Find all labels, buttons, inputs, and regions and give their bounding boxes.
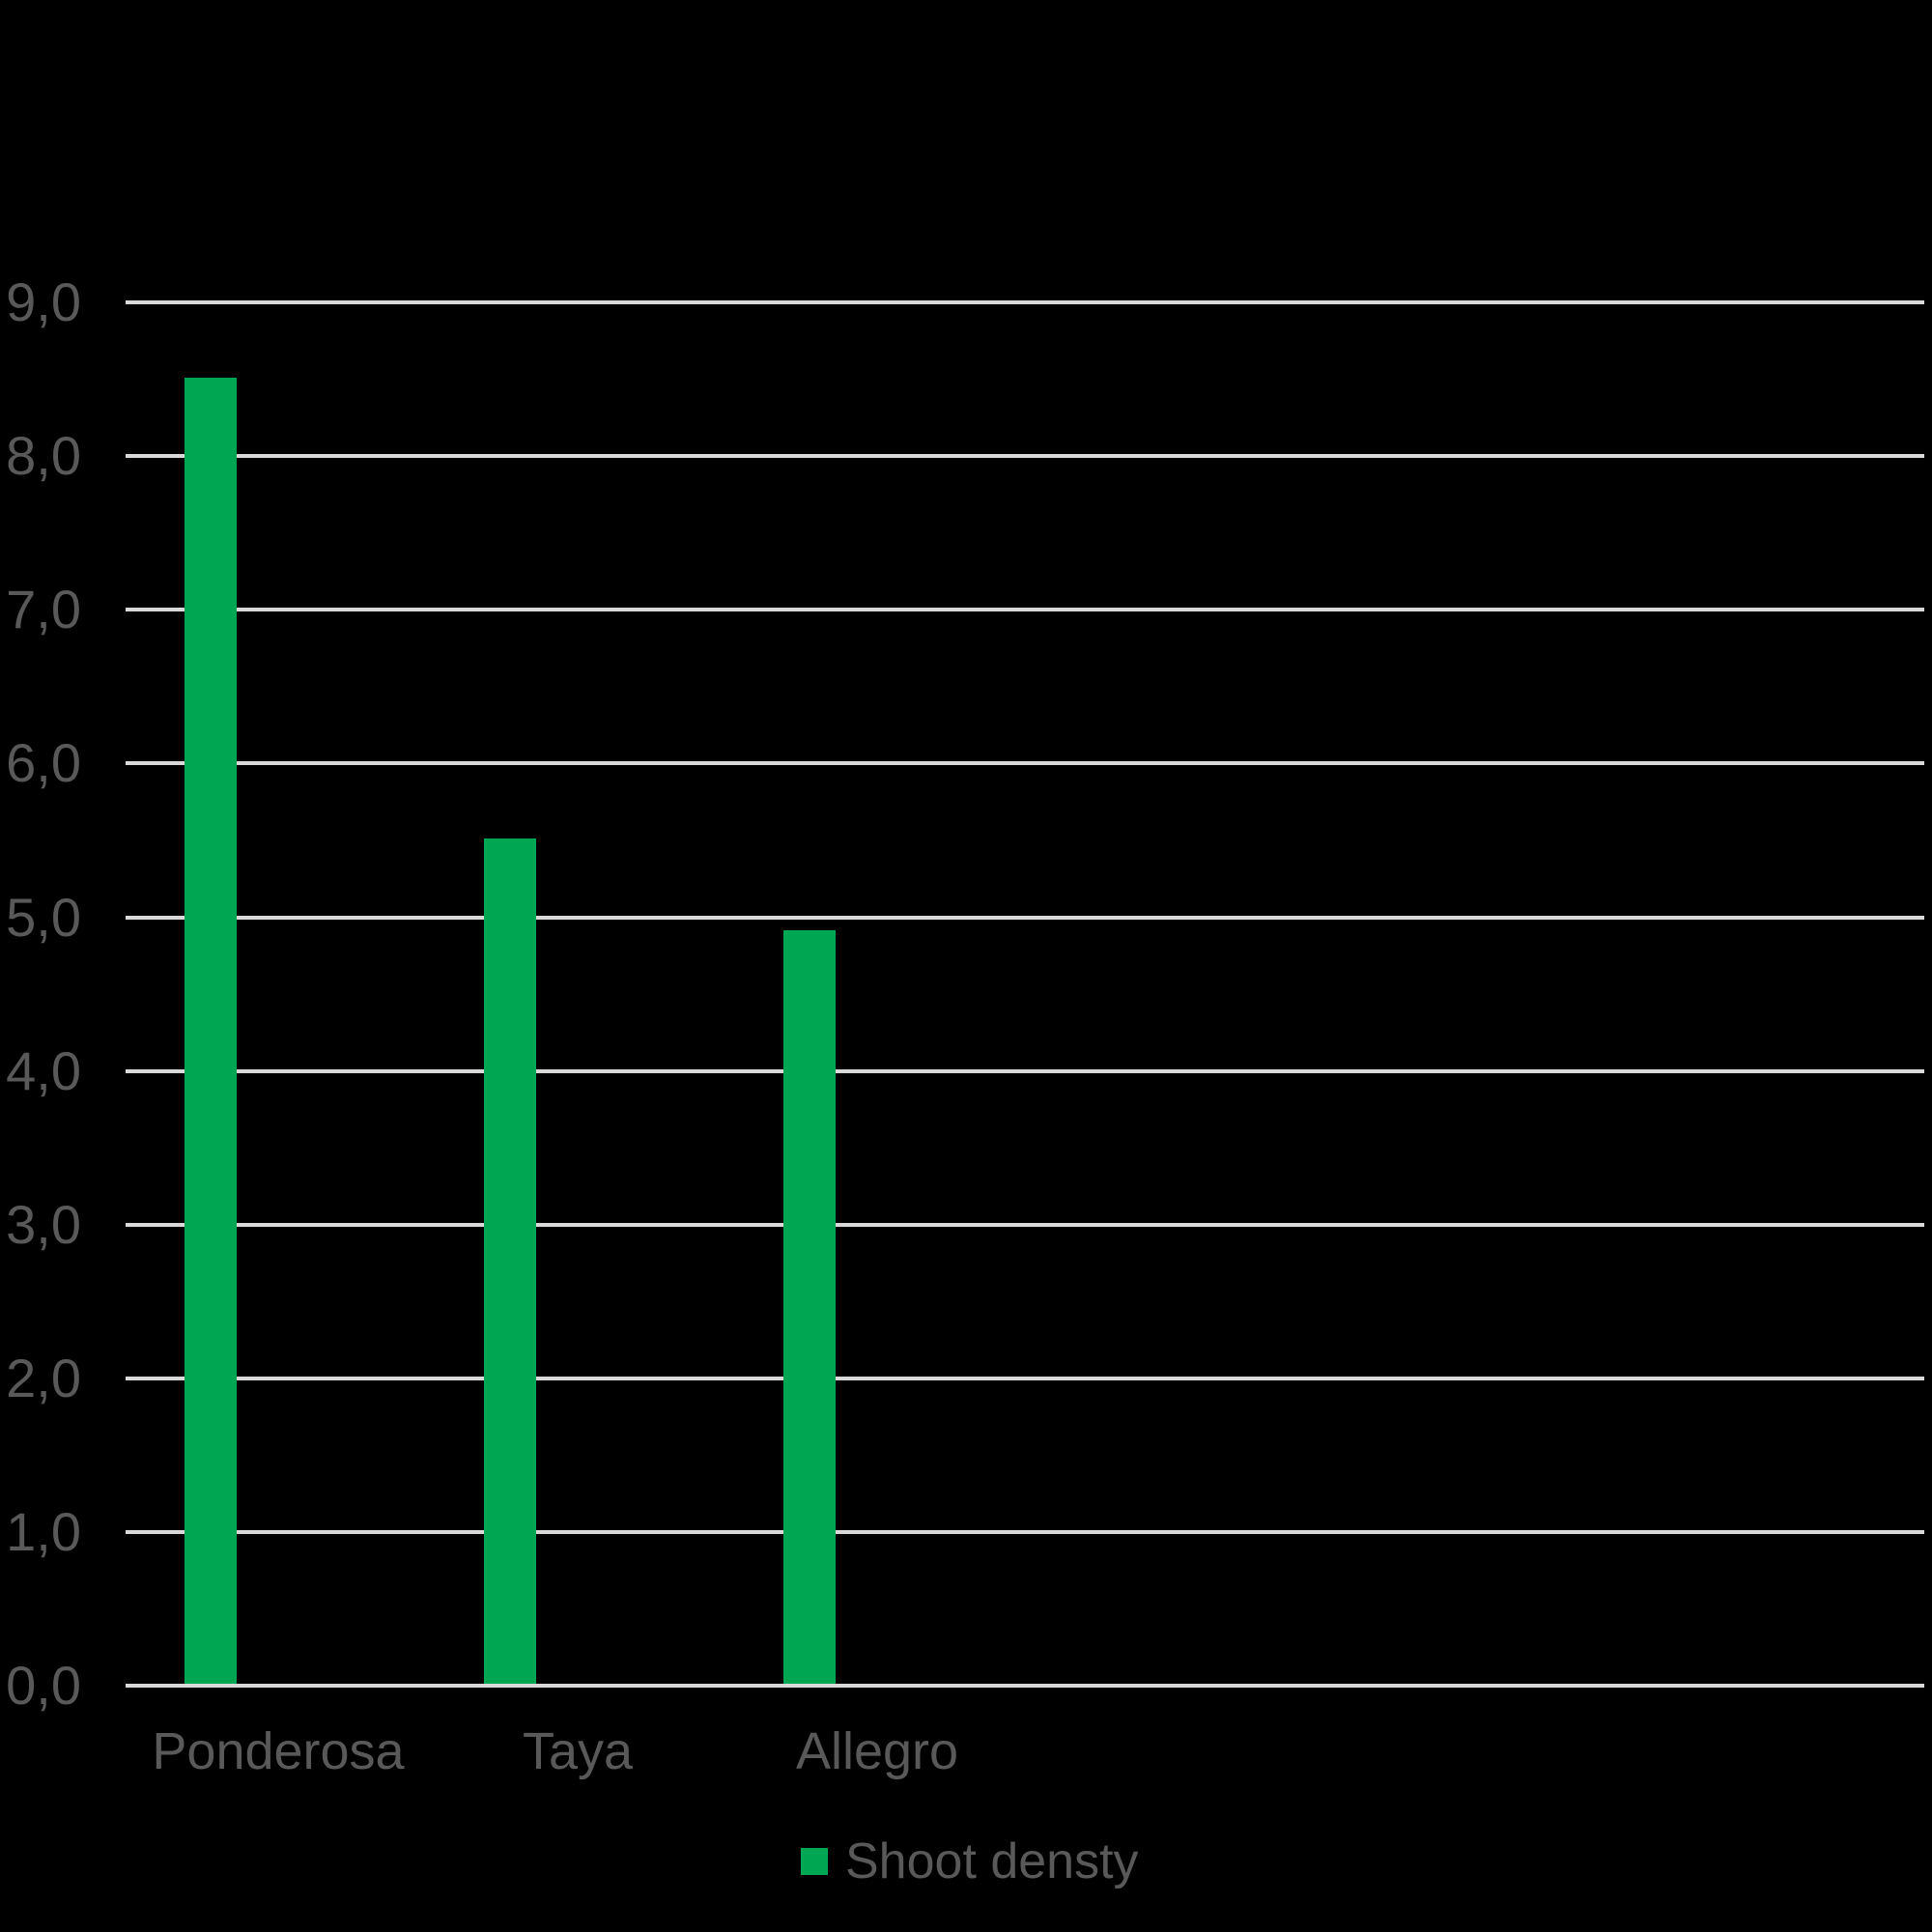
- y-tick-label: 2,0: [6, 1348, 81, 1408]
- y-tick-label: 6,0: [6, 732, 81, 793]
- x-category-label-taya: Taya: [522, 1722, 634, 1780]
- y-tick-label: 5,0: [6, 887, 81, 948]
- x-category-label-ponderosa: Ponderosa: [152, 1722, 405, 1780]
- y-gridline: [126, 761, 1924, 765]
- legend-label: Shoot densty: [845, 1833, 1139, 1889]
- x-axis-line: [126, 1684, 1924, 1688]
- y-gridline: [126, 300, 1924, 304]
- y-tick-label: 1,0: [6, 1501, 81, 1562]
- legend: Shoot densty: [801, 1831, 1139, 1892]
- y-gridline: [126, 1069, 1924, 1073]
- bar-allegro: [783, 930, 836, 1684]
- y-tick-label: 8,0: [6, 425, 81, 486]
- y-tick-label: 3,0: [6, 1194, 81, 1255]
- y-gridline: [126, 1223, 1924, 1227]
- y-gridline: [126, 1530, 1924, 1534]
- y-tick-label: 7,0: [6, 579, 81, 639]
- x-category-label-allegro: Allegro: [795, 1722, 959, 1780]
- legend-swatch-icon: [801, 1848, 828, 1875]
- y-gridline: [126, 454, 1924, 458]
- y-gridline: [126, 1377, 1924, 1380]
- y-tick-label: 9,0: [6, 271, 81, 332]
- bar-taya: [484, 838, 536, 1684]
- y-tick-label: 0,0: [6, 1655, 81, 1716]
- y-tick-label: 4,0: [6, 1040, 81, 1101]
- bar-ponderosa: [185, 378, 237, 1684]
- y-gridline: [126, 916, 1924, 920]
- y-gridline: [126, 608, 1924, 611]
